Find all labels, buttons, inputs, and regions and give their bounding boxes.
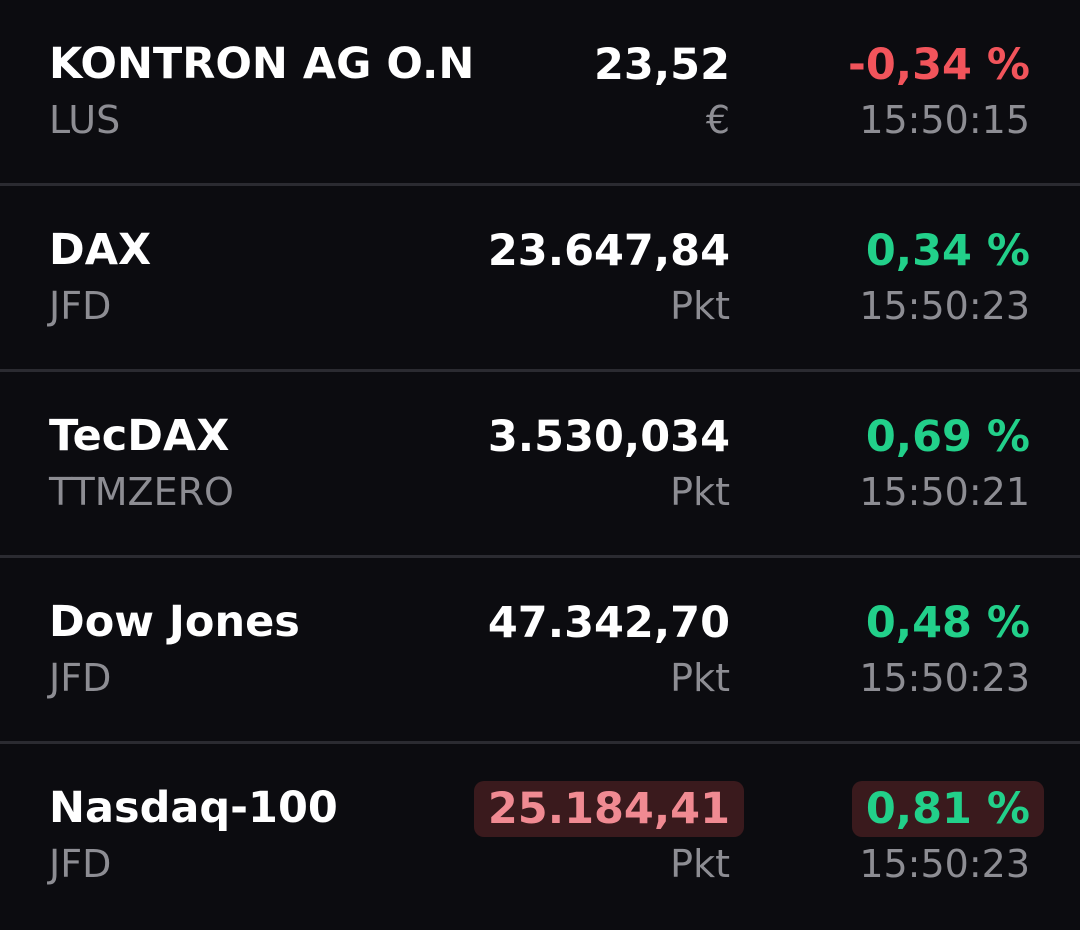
currency-unit: Pkt <box>670 842 730 886</box>
currency-unit: Pkt <box>670 470 730 514</box>
quote-time: 15:50:23 <box>859 656 1030 700</box>
watchlist-row-dow-jones[interactable]: Dow Jones JFD 47.342,70 Pkt 0,48 % 15:50… <box>0 558 1080 744</box>
instrument-name: DAX <box>49 225 152 275</box>
exchange-label: TTMZERO <box>49 470 234 514</box>
quote-time: 15:50:23 <box>859 284 1030 328</box>
price-value: 47.342,70 <box>487 598 730 648</box>
exchange-label: JFD <box>49 842 112 886</box>
price-cell: 3.530,034 <box>474 409 744 465</box>
price-cell: 23.647,84 <box>474 223 744 279</box>
quote-time: 15:50:15 <box>859 98 1030 142</box>
change-cell-flash: 0,81 % <box>851 781 1044 837</box>
currency-unit: Pkt <box>670 656 730 700</box>
change-cell: 0,34 % <box>852 223 1044 279</box>
currency-unit: Pkt <box>670 284 730 328</box>
price-cell: 23,52 <box>580 37 744 93</box>
watchlist-row-kontron[interactable]: KONTRON AG O.N LUS 23,52 € -0,34 % 15:50… <box>0 0 1080 186</box>
change-percent: -0,34 % <box>848 40 1030 90</box>
exchange-label: LUS <box>49 98 121 142</box>
watchlist-row-tecdax[interactable]: TecDAX TTMZERO 3.530,034 Pkt 0,69 % 15:5… <box>0 372 1080 558</box>
price-value: 25.184,41 <box>487 784 730 834</box>
exchange-label: JFD <box>49 284 112 328</box>
change-cell: 0,48 % <box>852 595 1044 651</box>
price-cell: 47.342,70 <box>474 595 744 651</box>
instrument-name: KONTRON AG O.N <box>49 39 475 89</box>
change-cell: -0,34 % <box>834 37 1044 93</box>
watchlist-row-nasdaq-100[interactable]: Nasdaq-100 JFD 25.184,41 Pkt 0,81 % 15:5… <box>0 744 1080 930</box>
change-percent: 0,69 % <box>865 412 1030 462</box>
watchlist-row-dax[interactable]: DAX JFD 23.647,84 Pkt 0,34 % 15:50:23 <box>0 186 1080 372</box>
change-cell: 0,69 % <box>852 409 1044 465</box>
change-percent: 0,34 % <box>865 226 1030 276</box>
price-value: 3.530,034 <box>487 412 730 462</box>
quote-time: 15:50:23 <box>859 842 1030 886</box>
instrument-name: Dow Jones <box>49 597 300 647</box>
price-value: 23.647,84 <box>487 226 730 276</box>
instrument-name: Nasdaq-100 <box>49 783 338 833</box>
exchange-label: JFD <box>49 656 112 700</box>
instrument-name: TecDAX <box>49 411 230 461</box>
change-percent: 0,48 % <box>865 598 1030 648</box>
quote-time: 15:50:21 <box>859 470 1030 514</box>
price-value: 23,52 <box>593 40 730 90</box>
change-percent: 0,81 % <box>865 784 1030 834</box>
price-cell-flash: 25.184,41 <box>473 781 744 837</box>
currency-unit: € <box>705 98 730 142</box>
